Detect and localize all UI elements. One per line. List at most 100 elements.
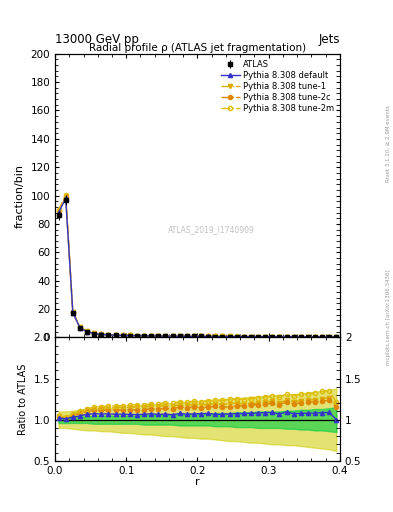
Pythia 8.308 tune-2c [334,334,339,340]
Y-axis label: Ratio to ATLAS: Ratio to ATLAS [18,364,28,435]
Pythia 8.308 tune-1 [213,333,218,339]
Pythia 8.308 tune-2m [213,333,218,339]
Pythia 8.308 tune-1 [313,334,318,340]
Pythia 8.308 default [163,333,168,339]
Pythia 8.308 tune-2m [92,330,97,336]
Pythia 8.308 tune-2m [134,332,139,338]
Pythia 8.308 tune-2c [270,334,275,340]
Pythia 8.308 default [149,333,154,339]
Line: Pythia 8.308 default: Pythia 8.308 default [57,197,338,339]
Pythia 8.308 tune-1 [70,309,75,315]
Pythia 8.308 default [142,333,147,339]
Pythia 8.308 tune-1 [320,334,325,340]
Pythia 8.308 tune-2m [170,333,175,339]
Pythia 8.308 tune-2m [227,333,232,339]
Pythia 8.308 tune-2c [184,333,189,339]
Line: Pythia 8.308 tune-2c: Pythia 8.308 tune-2c [57,195,338,339]
Pythia 8.308 default [127,332,132,338]
Pythia 8.308 default [227,333,232,339]
Pythia 8.308 tune-2c [134,333,139,339]
Pythia 8.308 default [327,334,332,340]
Pythia 8.308 tune-2c [106,332,111,338]
Pythia 8.308 tune-2c [277,334,282,340]
Pythia 8.308 default [106,332,111,338]
Pythia 8.308 tune-1 [177,333,182,339]
Pythia 8.308 tune-1 [106,332,111,338]
Pythia 8.308 tune-1 [256,333,261,339]
Pythia 8.308 tune-2m [177,333,182,339]
Pythia 8.308 tune-2c [99,331,104,337]
Pythia 8.308 default [298,334,303,340]
Pythia 8.308 tune-2m [63,192,68,198]
Pythia 8.308 tune-2c [213,333,218,339]
Pythia 8.308 tune-2m [184,333,189,339]
Pythia 8.308 default [56,209,61,216]
Pythia 8.308 tune-2m [142,333,147,339]
Pythia 8.308 default [256,334,261,340]
Pythia 8.308 default [191,333,196,339]
Pythia 8.308 tune-2m [106,332,111,338]
Pythia 8.308 tune-2c [248,333,253,339]
Pythia 8.308 tune-2m [313,334,318,340]
Pythia 8.308 tune-2c [70,309,75,315]
Text: mcplots.cern.ch [arXiv:1306.3436]: mcplots.cern.ch [arXiv:1306.3436] [386,270,391,365]
Pythia 8.308 tune-2c [284,334,289,340]
Pythia 8.308 tune-1 [184,333,189,339]
Pythia 8.308 tune-2m [163,333,168,339]
Pythia 8.308 default [77,325,82,331]
Pythia 8.308 tune-2c [142,333,147,339]
Pythia 8.308 default [177,333,182,339]
Pythia 8.308 tune-2c [163,333,168,339]
Pythia 8.308 tune-2c [63,194,68,200]
Pythia 8.308 tune-1 [234,333,239,339]
Pythia 8.308 default [134,333,139,339]
Pythia 8.308 tune-1 [334,334,339,340]
Line: Pythia 8.308 tune-1: Pythia 8.308 tune-1 [57,194,338,339]
Pythia 8.308 tune-2c [320,334,325,340]
Pythia 8.308 default [99,331,104,337]
Pythia 8.308 tune-2c [177,333,182,339]
Pythia 8.308 tune-2m [284,334,289,340]
Title: Radial profile ρ (ATLAS jet fragmentation): Radial profile ρ (ATLAS jet fragmentatio… [89,43,306,53]
Legend: ATLAS, Pythia 8.308 default, Pythia 8.308 tune-1, Pythia 8.308 tune-2c, Pythia 8: ATLAS, Pythia 8.308 default, Pythia 8.30… [220,58,336,115]
Pythia 8.308 tune-2c [263,334,268,340]
Pythia 8.308 tune-2c [77,325,82,331]
Pythia 8.308 tune-1 [134,332,139,338]
Pythia 8.308 tune-2m [241,333,246,339]
Pythia 8.308 tune-2c [85,329,90,335]
Pythia 8.308 tune-1 [270,334,275,340]
Pythia 8.308 tune-1 [156,333,161,339]
Pythia 8.308 tune-1 [127,332,132,338]
Pythia 8.308 tune-1 [77,324,82,330]
Pythia 8.308 tune-2m [56,207,61,213]
Pythia 8.308 default [70,310,75,316]
Pythia 8.308 tune-2c [113,332,118,338]
Text: 13000 GeV pp: 13000 GeV pp [55,33,139,46]
Pythia 8.308 default [270,334,275,340]
Pythia 8.308 tune-1 [199,333,204,339]
Pythia 8.308 default [241,334,246,340]
Pythia 8.308 tune-1 [56,207,61,214]
Pythia 8.308 tune-2c [206,333,211,339]
Pythia 8.308 tune-1 [241,333,246,339]
Pythia 8.308 default [334,334,339,340]
Pythia 8.308 tune-2m [149,333,154,339]
Pythia 8.308 tune-2m [277,334,282,340]
Pythia 8.308 tune-2m [248,333,253,339]
Pythia 8.308 default [277,334,282,340]
Pythia 8.308 tune-2m [334,334,339,340]
Pythia 8.308 tune-2m [291,334,296,340]
Pythia 8.308 tune-2c [56,208,61,215]
Pythia 8.308 default [220,333,225,339]
Pythia 8.308 tune-2c [149,333,154,339]
Pythia 8.308 tune-2c [156,333,161,339]
Pythia 8.308 tune-1 [113,332,118,338]
Pythia 8.308 tune-2c [127,332,132,338]
Pythia 8.308 default [199,333,204,339]
Text: Jets: Jets [318,33,340,46]
Pythia 8.308 tune-2c [220,333,225,339]
Pythia 8.308 default [120,332,125,338]
Pythia 8.308 default [184,333,189,339]
Text: ATLAS_2019_I1740909: ATLAS_2019_I1740909 [168,225,255,234]
Pythia 8.308 tune-2m [206,333,211,339]
